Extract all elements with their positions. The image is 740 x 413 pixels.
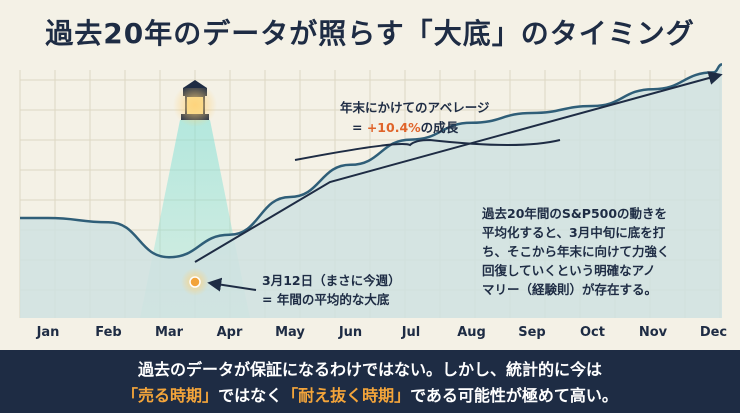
page-title: 過去20年のデータが照らす「大底」のタイミング (45, 17, 695, 50)
series-line (20, 63, 723, 259)
low-label-line1: 3月12日（まさに今週） (262, 273, 401, 288)
note-line: 平均化すると、3月中旬に底を打 (482, 225, 666, 240)
explanation-note: 過去20年間のS&P500の動きを平均化すると、3月中旬に底を打ち、そこから年末… (481, 206, 670, 297)
low-label-line2: = 年間の平均的な大底 (262, 292, 390, 307)
lighthouse-icon (173, 80, 217, 127)
x-tick-label: May (275, 325, 305, 340)
note-line: 回復していくという明確なアノ (482, 263, 656, 278)
low-arrow (207, 277, 257, 292)
rise-label-line2: = +10.4%の成長 (352, 120, 459, 135)
x-tick-label: Mar (155, 325, 184, 340)
footer-line2: 「売る時期」ではなく「耐え抜く時期」である可能性が極めて高い。 (122, 386, 618, 405)
area-fill (20, 64, 722, 319)
x-tick-label: Nov (639, 325, 668, 340)
rise-label-line1: 年末にかけてのアベレージ (340, 100, 490, 115)
x-tick-label: Aug (457, 325, 486, 340)
x-tick-label: Feb (95, 325, 121, 340)
seasonality-chart: 年末にかけてのアベレージ = +10.4%の成長 3月12日（まさに今週） = … (19, 63, 728, 340)
x-tick-label: Oct (580, 325, 605, 340)
note-line: ち、そこから年末に向けて力強く (482, 244, 670, 259)
rise-brace (294, 138, 561, 161)
x-tick-label: Jan (36, 325, 60, 340)
footer-line1: 過去のデータが保証になるわけではない。しかし、統計的に今は (137, 360, 602, 379)
x-tick-label: Apr (217, 325, 243, 340)
footer-banner: 過去のデータが保証になるわけではない。しかし、統計的に今は 「売る時期」ではなく… (0, 350, 740, 413)
x-tick-label: Dec (700, 325, 727, 340)
x-tick-label: Jul (401, 325, 421, 340)
x-tick-label: Sep (518, 325, 546, 340)
x-axis-ticks: Jan Feb Mar Apr May Jun Jul Aug Sep Oct Nov Dec (36, 325, 728, 340)
low-point-marker (189, 276, 201, 288)
x-tick-label: Jun (338, 325, 362, 340)
note-line: マリー（経験則）が存在する。 (482, 282, 657, 297)
rise-arrow (194, 71, 723, 263)
note-line: 過去20年間のS&P500の動きを (481, 206, 667, 221)
